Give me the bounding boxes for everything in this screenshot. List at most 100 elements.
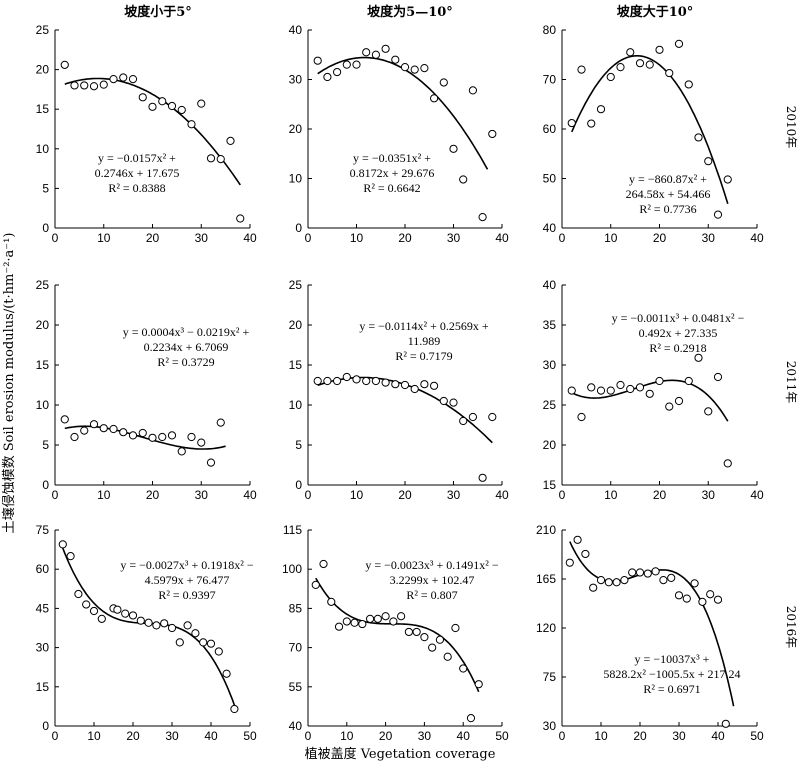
data-point bbox=[459, 175, 468, 184]
data-point bbox=[138, 428, 147, 438]
equation-line: R² = 0.807 bbox=[406, 588, 457, 602]
panel-middle-right: 0 10 20 30 40 15 20 25 30 35 40 y = −0.0011x³ + 0.0… bbox=[543, 278, 764, 502]
fit-curve bbox=[571, 55, 729, 204]
x-tick-label: 50 bbox=[495, 729, 509, 743]
data-point bbox=[674, 39, 684, 48]
x-tick-label: 50 bbox=[243, 729, 257, 743]
data-point bbox=[420, 64, 429, 73]
data-point bbox=[358, 619, 367, 629]
fit-curve bbox=[64, 77, 241, 186]
data-point bbox=[222, 669, 231, 678]
data-point bbox=[604, 578, 613, 587]
data-point bbox=[400, 63, 410, 72]
data-point bbox=[478, 213, 487, 222]
x-tick-label: 40 bbox=[711, 729, 725, 743]
data-point bbox=[313, 56, 322, 65]
y-tick-label: 25 bbox=[36, 278, 50, 292]
x-tick-label: 0 bbox=[305, 729, 312, 743]
data-point bbox=[128, 611, 138, 620]
y-tick-label: 15 bbox=[36, 102, 50, 116]
equation-line: 0.492x + 27.335 bbox=[639, 326, 718, 340]
y-tick-label: 55 bbox=[289, 680, 303, 694]
y-tick-label: 40 bbox=[289, 719, 303, 733]
equation-line: 11.989 bbox=[408, 334, 441, 348]
data-point bbox=[430, 94, 439, 103]
data-point bbox=[428, 643, 437, 652]
y-tick-label: 30 bbox=[36, 641, 50, 655]
data-point bbox=[488, 412, 497, 422]
y-tick-label: 5 bbox=[295, 438, 302, 452]
data-point bbox=[606, 72, 615, 82]
data-point bbox=[89, 606, 99, 616]
data-point bbox=[420, 633, 429, 642]
y-tick-label: 45 bbox=[36, 601, 50, 615]
data-point bbox=[167, 431, 177, 440]
data-point bbox=[439, 396, 448, 406]
data-point bbox=[596, 105, 606, 114]
y-tick-label: 20 bbox=[543, 438, 557, 452]
y-tick-label: 165 bbox=[536, 572, 556, 586]
x-tick-label: 0 bbox=[559, 729, 566, 743]
data-point bbox=[323, 376, 332, 386]
y-tick-label: 20 bbox=[36, 318, 50, 332]
data-point bbox=[148, 433, 157, 442]
equation-line: y = −0.0027x³ + 0.1918x² − bbox=[120, 558, 253, 572]
data-point bbox=[342, 60, 351, 69]
data-point bbox=[206, 458, 216, 467]
data-point bbox=[319, 559, 328, 569]
x-tick-label: 30 bbox=[702, 488, 716, 502]
data-point bbox=[606, 386, 615, 395]
x-tick-label: 10 bbox=[594, 729, 608, 743]
equation-line: y = −0.0157x² + bbox=[98, 151, 176, 165]
data-point bbox=[144, 618, 153, 627]
data-point bbox=[723, 459, 732, 468]
data-point bbox=[342, 372, 351, 382]
data-point bbox=[620, 575, 629, 585]
data-point bbox=[167, 623, 177, 633]
data-point bbox=[596, 575, 606, 585]
equation-line: 0.2746x + 17.675 bbox=[95, 166, 180, 180]
data-point bbox=[478, 473, 487, 482]
y-tick-label: 0 bbox=[42, 221, 49, 235]
equation-line: 3.2299x + 102.47 bbox=[390, 573, 475, 587]
data-point bbox=[191, 629, 200, 638]
y-tick-label: 25 bbox=[543, 398, 557, 412]
data-point bbox=[459, 664, 468, 673]
data-point bbox=[187, 120, 196, 129]
data-point bbox=[567, 386, 576, 395]
x-tick-label: 30 bbox=[195, 488, 209, 502]
data-point bbox=[323, 72, 332, 82]
data-point bbox=[626, 48, 635, 57]
y-tick-label: 10 bbox=[289, 398, 303, 412]
data-point bbox=[66, 552, 75, 561]
data-point bbox=[682, 594, 691, 603]
data-point bbox=[206, 639, 216, 648]
data-point bbox=[659, 575, 668, 585]
data-point bbox=[109, 424, 118, 434]
data-point bbox=[58, 540, 67, 549]
equation-line: R² = 0.6971 bbox=[643, 682, 700, 696]
y-tick-label: 0 bbox=[295, 478, 302, 492]
row-label-2010: 2010年 bbox=[784, 106, 798, 149]
equation-line: R² = 0.6642 bbox=[363, 181, 420, 195]
x-tick-label: 20 bbox=[653, 488, 667, 502]
y-tick-label: 10 bbox=[289, 172, 303, 186]
y-tick-label: 15 bbox=[36, 680, 50, 694]
data-point bbox=[216, 418, 225, 427]
data-point bbox=[362, 376, 371, 386]
figure-labels: 坡度小于5° 坡度为5—10° 坡度大于10° 2010年 2011年 2016… bbox=[1, 4, 798, 762]
y-tick-label: 210 bbox=[536, 523, 556, 537]
data-point bbox=[694, 353, 703, 362]
equation-line: R² = 0.3729 bbox=[157, 355, 214, 369]
equation-line: y = −0.0114x² + 0.2569x + bbox=[359, 319, 488, 333]
data-point bbox=[381, 378, 390, 387]
y-tick-label: 75 bbox=[36, 523, 50, 537]
data-point bbox=[628, 568, 637, 577]
y-tick-label: 40 bbox=[543, 221, 557, 235]
equation-line: 4.5979x + 76.477 bbox=[145, 573, 230, 587]
y-tick-label: 120 bbox=[536, 621, 556, 635]
data-point bbox=[451, 623, 460, 633]
data-point bbox=[327, 597, 336, 606]
data-point bbox=[626, 384, 635, 394]
equation-line: R² = 0.8388 bbox=[108, 181, 165, 195]
